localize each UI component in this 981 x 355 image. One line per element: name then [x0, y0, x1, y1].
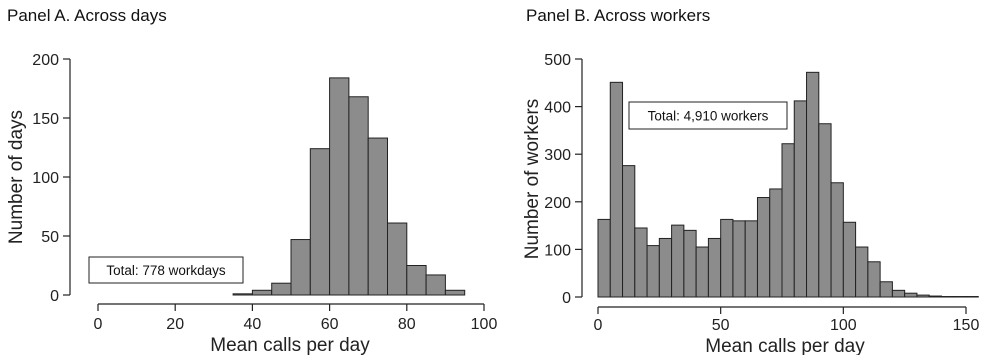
- panel-b-y-tick-label: 300: [544, 147, 571, 164]
- panel-b-total-label: Total: 4,910 workers: [648, 109, 769, 124]
- panel-a-bar: [290, 239, 311, 296]
- panel-b-bar: [781, 143, 795, 298]
- panel-b-chart: 0 100 200 300 400 500 0 50 100 150 Mean calls per …: [522, 52, 979, 355]
- panel-a-x-tick-label: 20: [166, 316, 184, 333]
- panel-a-bar: [444, 289, 466, 296]
- panel-b-bar: [744, 220, 758, 298]
- panel-a-x-tick-label: 0: [94, 316, 103, 333]
- panel-a-bar: [329, 77, 350, 296]
- panel-a-total-box: [88, 256, 244, 284]
- panel-b-bar: [793, 100, 808, 298]
- panel-b-bar: [756, 197, 771, 298]
- panel-b-bar: [671, 224, 685, 298]
- panel-b-bar: [953, 296, 967, 298]
- panel-a-y-axis-label: Number of days: [6, 110, 27, 244]
- panel-a-y-tick-label: 0: [50, 288, 59, 305]
- panel-b-bar: [597, 218, 611, 298]
- panel-b-y-tick-label: 100: [544, 242, 571, 259]
- panel-a-y-tick-label: 50: [41, 229, 59, 246]
- panel-a-y-tick-label: 100: [32, 170, 59, 187]
- panel-b-bar: [609, 81, 624, 298]
- panel-a-title: Panel A. Across days: [7, 6, 167, 25]
- panel-b-bar: [940, 296, 955, 298]
- panel-a-bar: [271, 282, 292, 296]
- panel-a-bar: [367, 137, 389, 296]
- panel-b-bar: [658, 237, 673, 298]
- panel-b-bar: [879, 281, 893, 298]
- panel-a-y-tick-label: 200: [32, 52, 59, 69]
- panel-b-y-tick-label: 500: [544, 52, 571, 69]
- panel-b-bar: [695, 246, 709, 298]
- panel-b-x-tick-label: 50: [712, 317, 730, 334]
- panel-b-y-tick-label: 400: [544, 100, 571, 117]
- panel-a-bar: [251, 289, 273, 296]
- panel-a-total-label: Total: 778 workdays: [106, 263, 226, 278]
- panel-a-bar: [406, 265, 427, 296]
- panel-a-x-tick-label: 100: [471, 316, 498, 333]
- panel-a-x-tick-label: 80: [398, 316, 416, 333]
- panel-b-bar: [916, 294, 930, 298]
- panel-a-x-tick-label: 40: [244, 316, 262, 333]
- panel-b-bar: [720, 218, 734, 298]
- panel-b-bar: [830, 182, 844, 298]
- panel-a-bar: [348, 96, 369, 296]
- panel-b-bar: [622, 165, 636, 298]
- panel-b-bar: [806, 71, 820, 298]
- panel-b-bar: [818, 123, 832, 298]
- panel-b-bar: [928, 295, 942, 298]
- panel-b-x-tick-label: 0: [594, 317, 603, 334]
- panel-b-bar: [634, 227, 648, 298]
- panel-a-chart: 0 50 100 150 200 0 20 40 60 80 100 Mean calls per d…: [6, 52, 497, 355]
- panel-b-y-axis-label: Number of workers: [522, 99, 543, 260]
- panel-b-bar: [891, 289, 906, 298]
- panel-b-bar: [855, 246, 869, 298]
- panel-a-bar: [309, 148, 331, 296]
- panel-a-bar: [232, 293, 253, 296]
- panel-a-x-axis-label: Mean calls per day: [210, 335, 370, 355]
- panel-b-total-box: [628, 101, 788, 130]
- panel-b-bar: [904, 292, 918, 298]
- panel-b-bar: [965, 296, 979, 298]
- panel-b-bar: [769, 188, 783, 298]
- panel-b-bar: [867, 261, 881, 298]
- panel-a-bar: [387, 222, 408, 296]
- panel-a-bar: [425, 274, 446, 296]
- panel-b-bar: [683, 229, 697, 298]
- panel-b-x-axis-label: Mean calls per day: [705, 336, 865, 355]
- panel-a-x-tick-label: 60: [321, 316, 339, 333]
- panel-b-y-tick-label: 0: [562, 290, 571, 307]
- panel-b-x-tick-label: 150: [953, 317, 980, 334]
- panel-b-bar: [707, 237, 722, 298]
- panel-b-bar: [646, 245, 660, 298]
- panel-b-y-tick-label: 200: [544, 195, 571, 212]
- panel-b-x-tick-label: 100: [830, 317, 857, 334]
- panel-b-title: Panel B. Across workers: [526, 6, 711, 25]
- panel-b-bar: [842, 221, 857, 298]
- panel-b-bar: [732, 220, 746, 298]
- panel-a-y-tick-label: 150: [32, 111, 59, 128]
